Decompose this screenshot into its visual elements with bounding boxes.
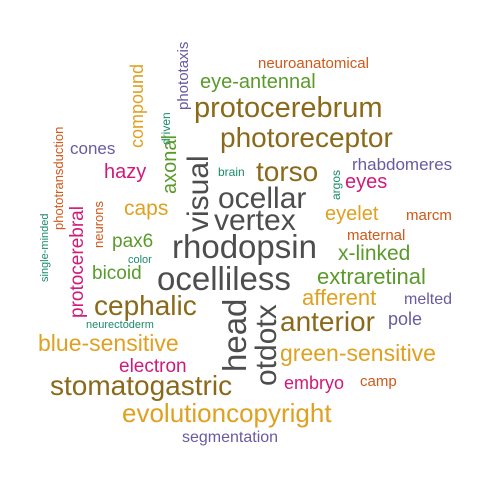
word-pole: pole bbox=[388, 309, 423, 329]
word-visual: visual bbox=[182, 155, 215, 232]
word-compound: compound bbox=[127, 63, 147, 148]
word-color: color bbox=[128, 254, 152, 266]
word-stomatogastric: stomatogastric bbox=[50, 370, 233, 401]
word-vertex: vertex bbox=[214, 204, 296, 237]
word-phototransduction: phototransduction bbox=[51, 126, 66, 230]
word-rhodopsin: rhodopsin bbox=[172, 228, 317, 265]
word-protocerebrum: protocerebrum bbox=[194, 92, 383, 124]
word-cones: cones bbox=[70, 139, 116, 158]
word-eye-antennal: eye-antennal bbox=[200, 71, 316, 93]
word-brain: brain bbox=[218, 165, 245, 179]
word-eyes: eyes bbox=[345, 171, 388, 193]
word-rhabdomeres: rhabdomeres bbox=[352, 155, 453, 174]
word-eyelet: eyelet bbox=[325, 203, 379, 225]
word-marcm: marcm bbox=[406, 207, 452, 224]
word-axonal: axonal bbox=[159, 135, 181, 194]
word-neuroanatomical: neuroanatomical bbox=[258, 55, 369, 72]
word-single-minded: single-minded bbox=[39, 213, 51, 282]
word-head: head bbox=[216, 298, 253, 372]
word-maternal: maternal bbox=[347, 227, 406, 244]
word-blue-sensitive: blue-sensitive bbox=[38, 330, 179, 356]
word-torso: torso bbox=[256, 156, 319, 187]
word-caps: caps bbox=[124, 197, 169, 220]
word-segmentation: segmentation bbox=[182, 429, 279, 446]
word-embryo: embryo bbox=[284, 373, 345, 393]
word-bicoid: bicoid bbox=[92, 263, 142, 284]
word-photoreceptor: photoreceptor bbox=[220, 122, 393, 153]
word-otdotx: otdotx bbox=[250, 304, 283, 386]
word-extraretinal: extraretinal bbox=[317, 264, 426, 289]
word-phototaxis: phototaxis bbox=[175, 41, 192, 110]
word-pax6: pax6 bbox=[112, 231, 154, 252]
word-electron: electron bbox=[119, 356, 187, 377]
word-hazy: hazy bbox=[104, 161, 147, 183]
word-camp: camp bbox=[360, 373, 397, 390]
word-green-sensitive: green-sensitive bbox=[280, 340, 436, 366]
word-neurectoderm: neurectoderm bbox=[86, 319, 154, 331]
word-afferent: afferent bbox=[302, 285, 377, 310]
word-ocellar: ocellar bbox=[218, 182, 307, 215]
word-cephalic: cephalic bbox=[94, 290, 197, 321]
word-neurons: neurons bbox=[91, 201, 106, 248]
word-melted: melted bbox=[404, 291, 453, 308]
word-protocerebral: protocerebral bbox=[67, 206, 88, 318]
word-x-linked: x-linked bbox=[338, 242, 411, 265]
word-argos: argos bbox=[329, 169, 343, 200]
word-ocelliless: ocelliless bbox=[157, 260, 291, 297]
word-anterior: anterior bbox=[280, 306, 375, 337]
word-evolutioncopyright: evolutioncopyright bbox=[122, 398, 332, 428]
